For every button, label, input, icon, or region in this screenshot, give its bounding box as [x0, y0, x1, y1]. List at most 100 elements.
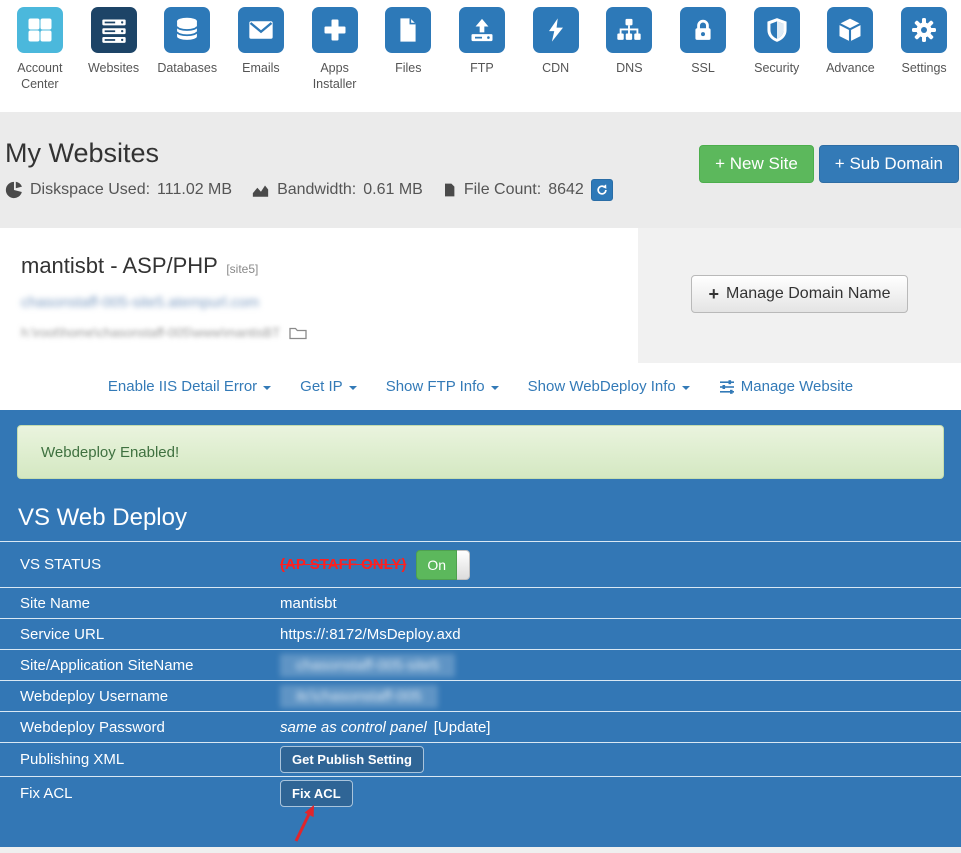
- toolbar-item-label: Apps Installer: [312, 61, 357, 92]
- row-label: Site Name: [20, 594, 91, 612]
- cdn-tile: [532, 7, 579, 53]
- get-ip-dropdown[interactable]: Get IP: [300, 378, 357, 395]
- toolbar-item-advance[interactable]: Advance: [814, 7, 888, 112]
- row-label: Service URL: [20, 625, 105, 643]
- manage-domain-button[interactable]: + Manage Domain Name: [691, 275, 908, 313]
- staff-only-note: (AP STAFF ONLY): [280, 556, 407, 573]
- toolbar-item-label: SSL: [691, 61, 715, 75]
- row-label: Publishing XML: [20, 751, 125, 768]
- toolbar-item-apps-installer[interactable]: Apps Installer: [298, 7, 372, 112]
- file-count-stat: File Count: 8642: [442, 179, 613, 201]
- diskspace-stat: Diskspace Used: 111.02 MB: [5, 181, 232, 199]
- panel-title: VS Web Deploy: [18, 504, 187, 531]
- site-path-row: h:\root\home\chasonstaff-005\www\mantisB…: [21, 325, 638, 340]
- toolbar-item-label: CDN: [542, 61, 570, 75]
- lock-icon: [695, 19, 711, 40]
- toolbar-item-ftp[interactable]: FTP: [445, 7, 519, 112]
- password-note: same as control panel: [280, 718, 427, 736]
- webdeploy-username-value: itc\chasonstaff-005: [280, 684, 438, 708]
- site-action-nav: Enable IIS Detail Error Get IP Show FTP …: [0, 363, 961, 410]
- settings-tile: [901, 7, 948, 53]
- nav-link-label: Show WebDeploy Info: [527, 378, 676, 395]
- site-title: mantisbt - ASP/PHP [site5]: [21, 253, 638, 279]
- table-row-site-name: Site Name mantisbt: [0, 587, 961, 618]
- servers-icon: [101, 19, 126, 43]
- vs-status-value: (AP STAFF ONLY) On: [280, 549, 471, 580]
- enable-iis-detail-error-dropdown[interactable]: Enable IIS Detail Error: [108, 378, 272, 395]
- row-label: Fix ACL: [20, 785, 73, 802]
- row-label: Site/Application SiteName: [20, 656, 194, 674]
- manage-website-link[interactable]: Manage Website: [719, 378, 853, 395]
- table-row-password: Webdeploy Password same as control panel…: [0, 711, 961, 742]
- file-icon: [444, 183, 455, 197]
- update-password-link[interactable]: [Update]: [433, 718, 491, 736]
- annotation-arrow: [294, 805, 314, 842]
- account-center-tile: [16, 7, 63, 53]
- toolbar-item-label: Websites: [87, 61, 140, 75]
- show-webdeploy-info-dropdown[interactable]: Show WebDeploy Info: [528, 378, 690, 395]
- dns-tile: [606, 7, 653, 53]
- folder-icon: [289, 327, 307, 340]
- sliders-icon: [719, 379, 734, 394]
- vs-status-toggle[interactable]: On: [416, 549, 471, 580]
- new-site-button[interactable]: + New Site: [699, 145, 814, 183]
- nav-link-label: Show FTP Info: [385, 378, 485, 395]
- toggle-on-label: On: [416, 549, 458, 580]
- site-path: h:\root\home\chasonstaff-005\www\mantisB…: [21, 325, 281, 340]
- toolbar-item-ssl[interactable]: SSL: [666, 7, 740, 112]
- table-row-site-application: Site/Application SiteName chasonstaff-00…: [0, 649, 961, 680]
- toolbar-item-emails[interactable]: Emails: [224, 7, 298, 112]
- page-title: My Websites: [5, 138, 160, 168]
- site-id-badge: [site5]: [226, 262, 259, 276]
- pie-chart-icon: [5, 181, 23, 199]
- show-ftp-info-dropdown[interactable]: Show FTP Info: [386, 378, 499, 395]
- fix-acl-button[interactable]: Fix ACL: [280, 780, 353, 807]
- table-row-fix-acl: Fix ACL Fix ACL: [0, 776, 961, 842]
- toolbar-item-cdn[interactable]: CDN: [519, 7, 593, 112]
- ssl-tile: [680, 7, 727, 53]
- toolbar-item-settings[interactable]: Settings: [887, 7, 961, 112]
- envelope-icon: [249, 21, 273, 39]
- site-domain-link[interactable]: chasonstaff-005-site5.atempurl.com: [21, 294, 260, 311]
- toolbar-item-account-center[interactable]: Account Center: [3, 7, 77, 112]
- get-publish-setting-button[interactable]: Get Publish Setting: [280, 746, 424, 773]
- security-tile: [753, 7, 800, 53]
- emails-tile: [237, 7, 284, 53]
- table-row-username: Webdeploy Username itc\chasonstaff-005: [0, 680, 961, 711]
- nav-link-label: Manage Website: [740, 378, 854, 395]
- stat-label: Bandwidth:: [277, 181, 357, 198]
- toolbar-item-label: FTP: [470, 61, 494, 75]
- row-label: Webdeploy Username: [20, 687, 169, 705]
- upload-icon: [471, 18, 493, 42]
- toolbar-item-databases[interactable]: Databases: [150, 7, 224, 112]
- toolbar-item-security[interactable]: Security: [740, 7, 814, 112]
- chevron-down-icon: [490, 385, 499, 390]
- toolbar-item-websites[interactable]: Websites: [77, 7, 151, 112]
- sub-domain-button[interactable]: + Sub Domain: [818, 145, 959, 183]
- table-row-vs-status: VS STATUS (AP STAFF ONLY) On: [0, 541, 961, 587]
- toolbar-item-files[interactable]: Files: [371, 7, 445, 112]
- refresh-icon: [597, 184, 607, 195]
- cube-icon: [839, 18, 862, 42]
- toolbar-item-dns[interactable]: DNS: [593, 7, 667, 112]
- refresh-stats-button[interactable]: [590, 179, 613, 201]
- stat-label: Diskspace Used:: [30, 181, 151, 198]
- site-name-value: mantisbt: [280, 594, 337, 612]
- databases-tile: [164, 7, 211, 53]
- header-actions: + New Site + Sub Domain: [699, 145, 959, 183]
- toolbar-item-label: Settings: [901, 61, 947, 75]
- grid-icon: [28, 18, 52, 42]
- success-alert: Webdeploy Enabled!: [17, 425, 944, 479]
- stat-value: 111.02 MB: [157, 181, 233, 198]
- toolbar-item-label: Databases: [157, 61, 218, 75]
- site-card: mantisbt - ASP/PHP [site5] chasonstaff-0…: [0, 228, 638, 363]
- stat-value: 0.61 MB: [363, 181, 423, 198]
- site-card-side: + Manage Domain Name: [638, 228, 961, 363]
- webdeploy-password-value: same as control panel [Update]: [280, 719, 490, 736]
- websites-tile: [90, 7, 137, 53]
- toggle-handle: [457, 549, 471, 580]
- toolbar-item-label: DNS: [616, 61, 643, 75]
- row-label: Webdeploy Password: [20, 718, 165, 736]
- plus-icon: +: [708, 283, 719, 304]
- apps-installer-tile: [311, 7, 358, 53]
